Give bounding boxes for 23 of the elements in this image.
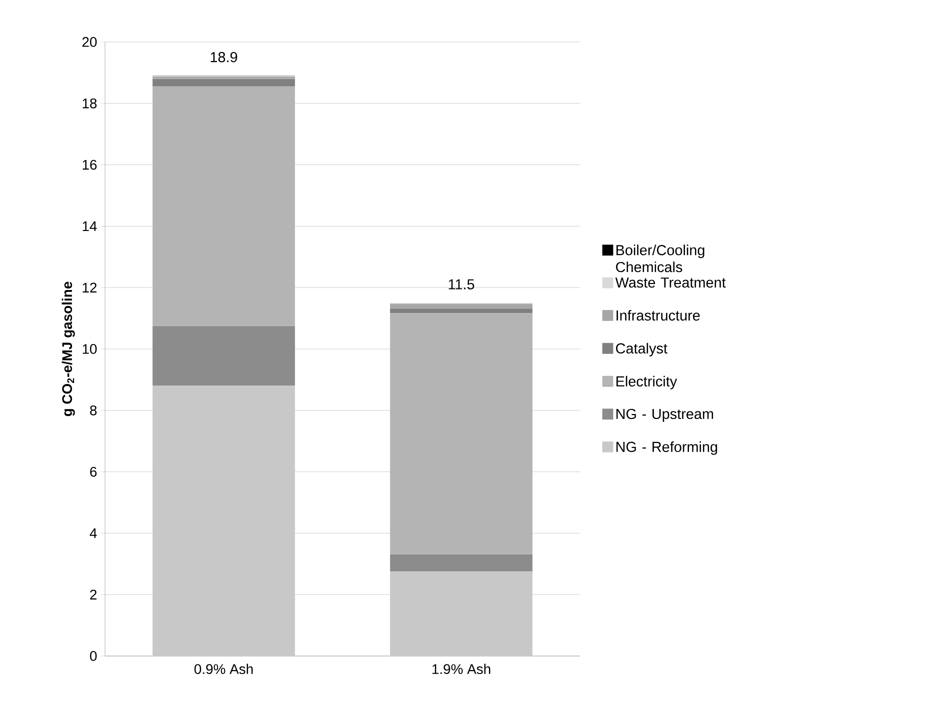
x-tick-label: 0.9% Ash (194, 664, 253, 674)
legend-label: NG - Reforming (616, 441, 718, 455)
y-tick-label: 14 (82, 221, 97, 231)
x-tick-label: 1.9% Ash (432, 664, 490, 674)
y-tick-label: 4 (90, 528, 97, 538)
y-tick-label: 0 (90, 651, 97, 661)
y-tick-label: 6 (90, 466, 97, 477)
y-tick-label: 12 (82, 282, 97, 292)
total-label: 18.9 (210, 52, 238, 62)
y-tick-label: 10 (82, 344, 97, 354)
legend-label: Waste Treatment (615, 278, 726, 288)
y-tick-label: 20 (82, 37, 97, 47)
y-axis-title: g CO$_{2}$-e/MJ gasoline (62, 282, 75, 416)
y-tick-label: 2 (90, 590, 97, 600)
y-tick-label: 18 (82, 98, 97, 108)
y-tick-label: 8 (90, 405, 97, 416)
legend-label: Catalyst (616, 342, 668, 356)
legend-label: NG - Upstream (616, 408, 714, 422)
legend-label: Infrastructure (616, 310, 700, 321)
total-label: 11.5 (448, 279, 474, 290)
legend-label: Electricity (616, 376, 678, 390)
y-tick-label: 16 (82, 160, 97, 170)
legend-label: Boiler/Cooling Chemicals (616, 244, 704, 272)
